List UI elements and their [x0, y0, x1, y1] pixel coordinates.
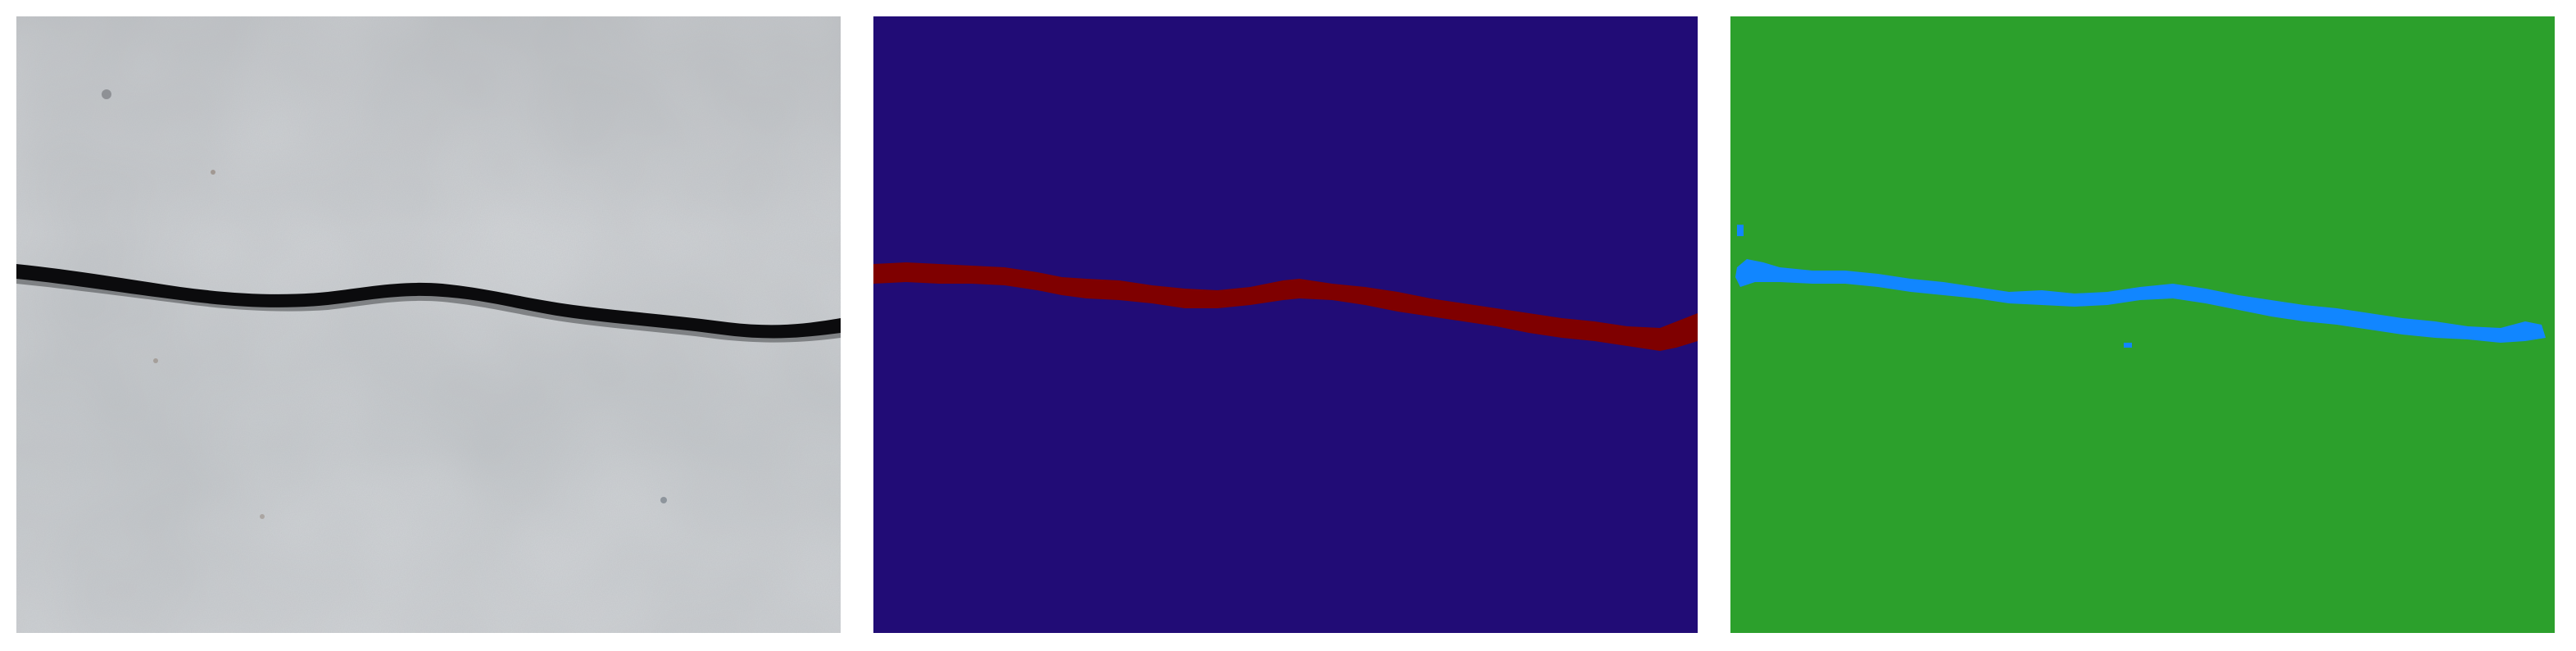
surface-speck [211, 170, 215, 175]
ground-truth-mask-panel [873, 16, 1698, 633]
ground-truth-mask [873, 16, 1698, 633]
prediction-mask [1730, 16, 2555, 633]
concrete-photo-panel [16, 16, 841, 633]
false-positive-speck [1737, 225, 1744, 236]
surface-speck [153, 358, 158, 363]
surface-speck [660, 497, 667, 503]
false-positive-speck [2124, 343, 2132, 348]
crack-mask [873, 262, 1698, 351]
surface-speck [102, 89, 111, 99]
surface-speck [260, 514, 265, 519]
concrete-photo [16, 16, 841, 633]
prediction-mask-panel [1730, 16, 2555, 633]
crack-line [16, 264, 841, 339]
crack-mask [1735, 259, 2546, 343]
